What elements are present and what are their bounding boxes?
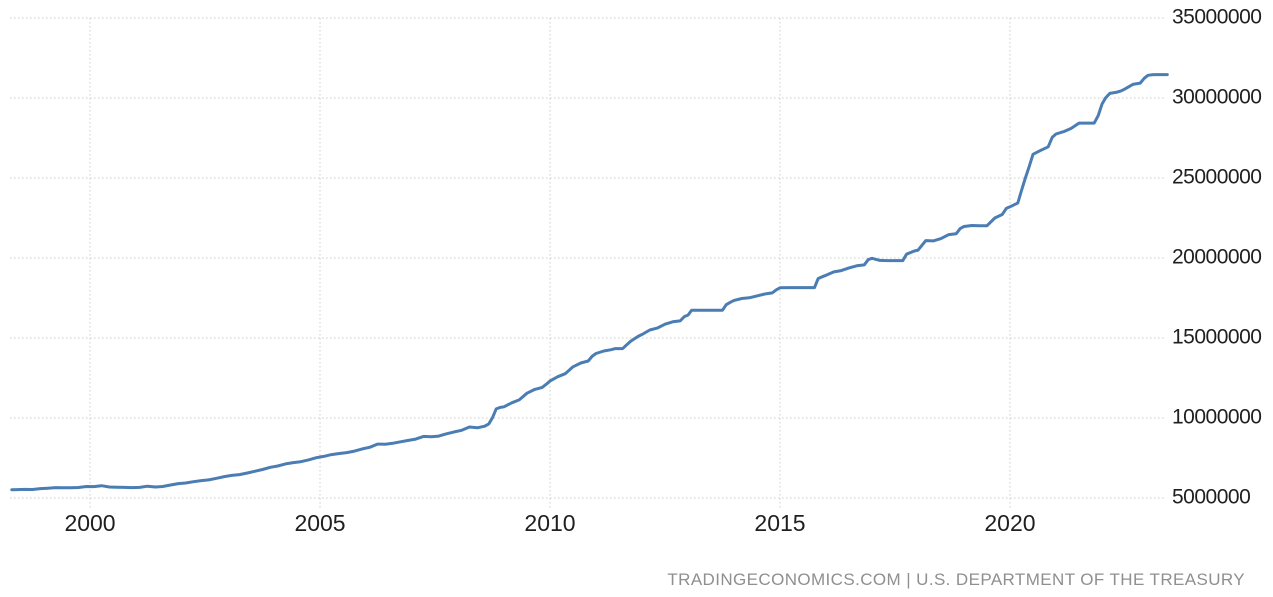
x-axis-tick-label: 2000 <box>64 510 115 536</box>
y-axis-tick-label: 20000000 <box>1172 246 1261 269</box>
y-axis-tick-label: 15000000 <box>1172 326 1261 349</box>
x-axis-tick-label: 2020 <box>984 510 1035 536</box>
x-axis-tick-label: 2005 <box>294 510 345 536</box>
y-axis-tick-label: 25000000 <box>1172 166 1261 189</box>
x-axis-tick-label: 2015 <box>754 510 805 536</box>
y-axis-tick-label: 35000000 <box>1172 6 1261 29</box>
government-debt-line <box>10 73 1169 492</box>
chart-attribution: TRADINGECONOMICS.COM | U.S. DEPARTMENT O… <box>667 570 1245 589</box>
y-axis-tick-label: 10000000 <box>1172 406 1261 429</box>
x-axis-tick-label: 2010 <box>524 510 575 536</box>
y-axis-tick-label: 5000000 <box>1172 486 1250 509</box>
y-axis-tick-label: 30000000 <box>1172 86 1261 109</box>
